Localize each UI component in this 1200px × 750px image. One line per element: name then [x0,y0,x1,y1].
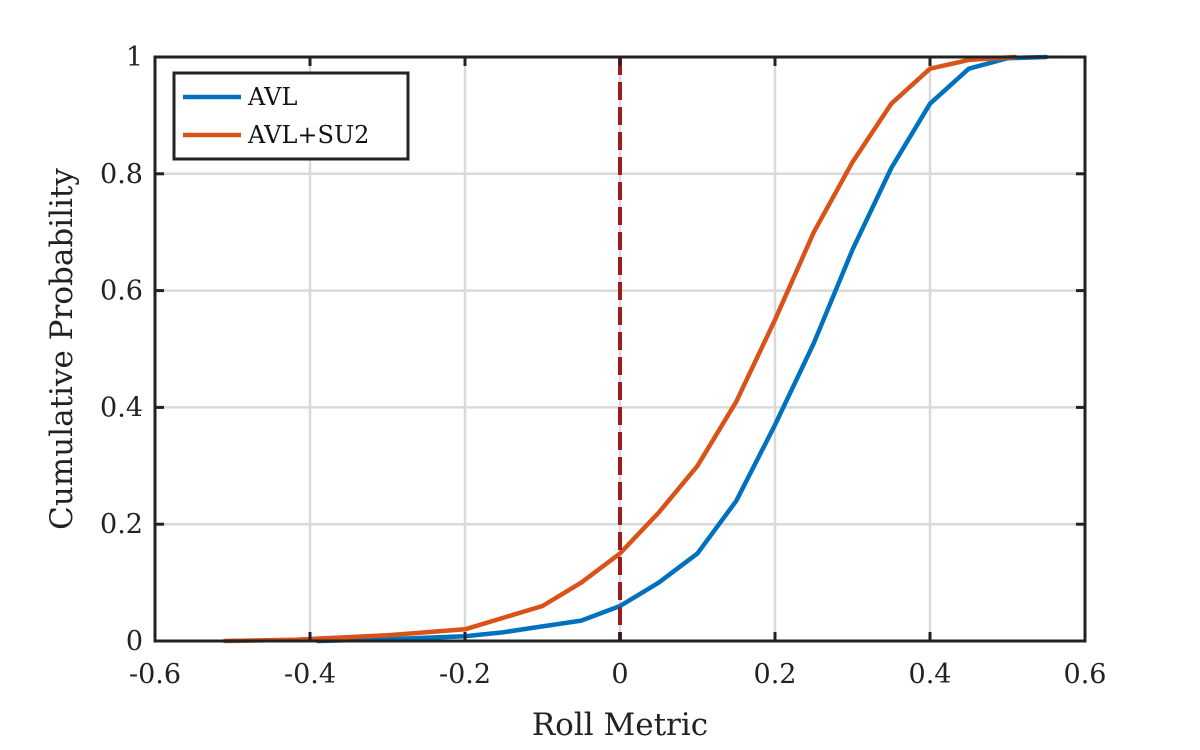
x-tick-label: -0.4 [284,659,336,690]
series-lines [222,54,1049,644]
x-tick-label: 0.6 [1064,659,1107,690]
x-tick-label: -0.6 [129,659,181,690]
legend-label: AVL+SU2 [247,121,369,149]
series-line [222,54,1018,644]
x-axis-label: Roll Metric [532,707,708,743]
y-tick-label: 0.2 [100,509,143,540]
y-tick-label: 0.6 [100,276,143,307]
legend-box [172,71,410,161]
x-tick-label: 0 [611,659,628,690]
axes-box [153,55,1087,643]
x-tick-label: -0.2 [439,659,491,690]
y-tick-label: 0.8 [100,159,143,190]
x-tick-label: 0.4 [909,659,952,690]
y-tick-label: 1 [126,42,143,73]
y-axis-label: Cumulative Probability [44,168,80,530]
y-tick-label: 0 [126,626,143,657]
y-tick-label: 0.4 [100,392,143,423]
legend: AVL AVL+SU2 [172,71,410,161]
series-line [315,54,1049,644]
legend-label: AVL [247,83,297,111]
tick-labels: -0.6 -0.4 -0.2 0 0.2 0.4 0.6 0 0.2 0.4 0.6 0.8 1 [100,42,1106,690]
x-tick-label: 0.2 [754,659,797,690]
